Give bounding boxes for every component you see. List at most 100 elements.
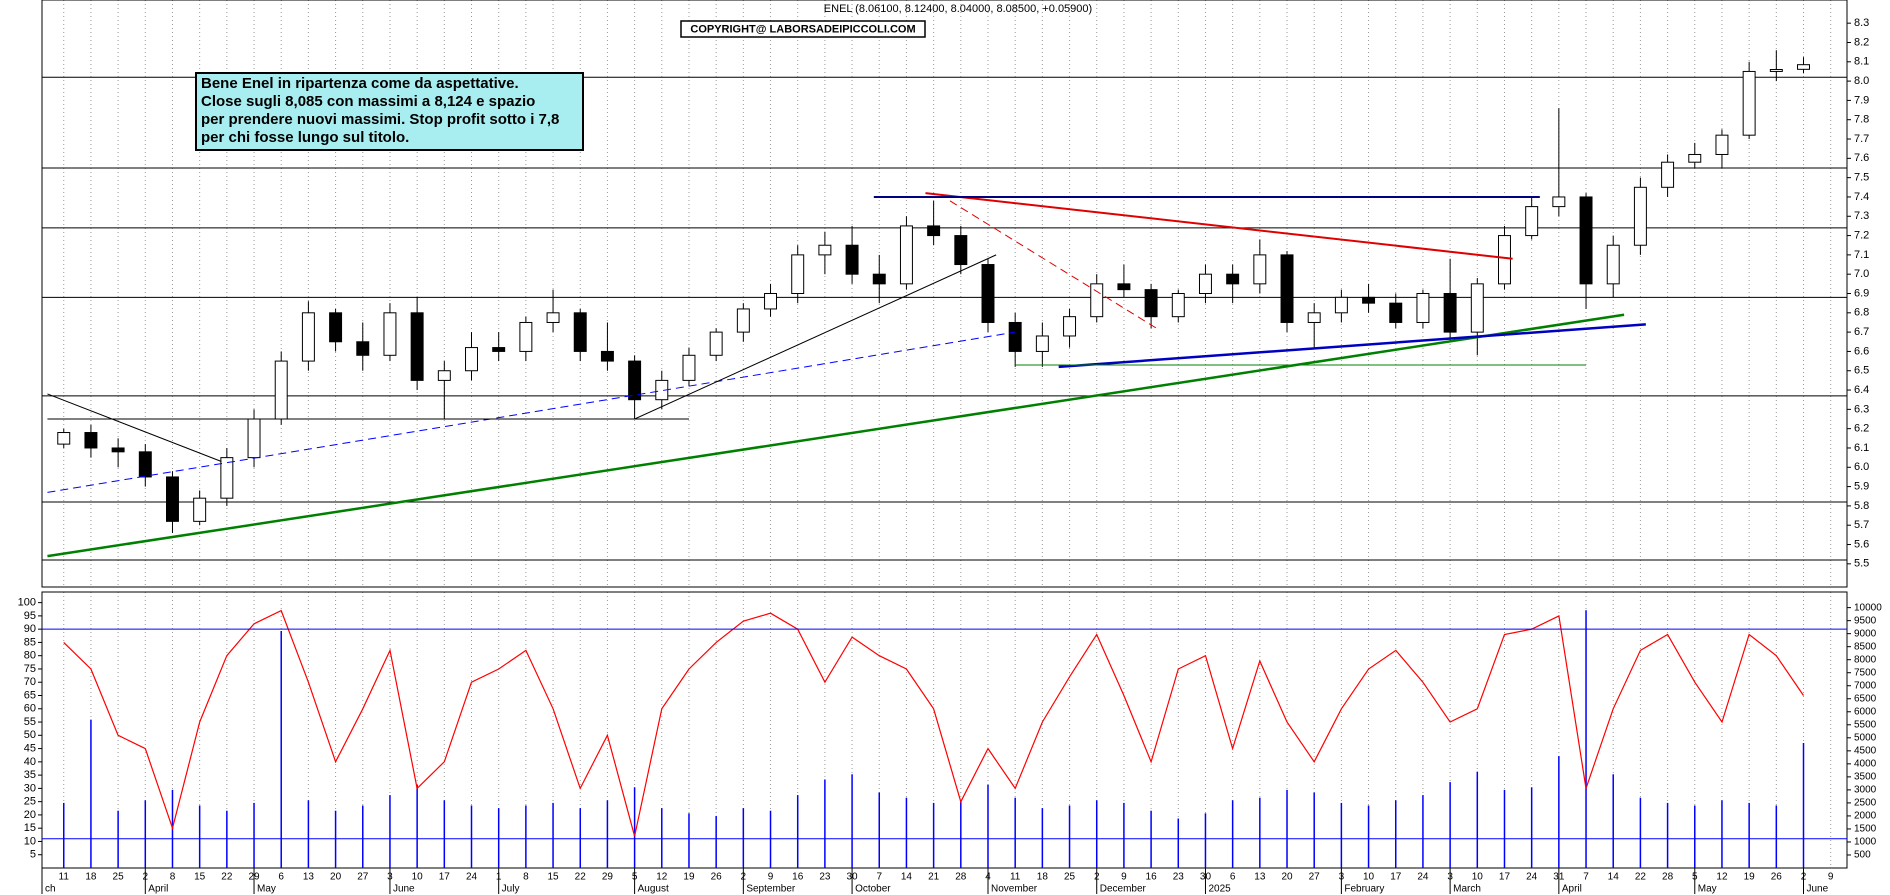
candle-body — [1552, 196, 1566, 208]
candle-body — [465, 347, 478, 372]
candle-body — [1525, 206, 1539, 237]
x-tick-label: 10 — [1363, 872, 1375, 883]
y-tick-label: 7.2 — [1854, 229, 1869, 241]
annotation-text: Bene Enel in ripartenza come da aspettat… — [201, 75, 519, 92]
x-tick-label: 15 — [194, 872, 206, 883]
candle-body — [573, 312, 587, 352]
y-tick-label: 8.0 — [1854, 75, 1869, 87]
y-tick-label: 60 — [24, 703, 36, 715]
candle-body — [1334, 296, 1348, 314]
y-tick-label: 75 — [24, 663, 36, 675]
y-tick-label: 85 — [24, 636, 36, 648]
y-tick-label: 55 — [24, 716, 36, 728]
month-label: April — [148, 884, 168, 895]
candle-body — [220, 457, 234, 499]
y-tick-label: 8.1 — [1854, 56, 1869, 68]
y2-tick-label: 5000 — [1854, 732, 1877, 743]
x-tick-label: 8 — [170, 872, 176, 883]
x-tick-label: 13 — [303, 872, 315, 883]
y-tick-label: 25 — [24, 796, 36, 808]
candle-body — [1742, 70, 1756, 136]
candle-body — [1117, 283, 1131, 291]
y2-tick-label: 4500 — [1854, 745, 1877, 756]
x-tick-label: 24 — [1526, 872, 1538, 883]
candle-body — [247, 418, 261, 459]
y2-tick-label: 2500 — [1854, 798, 1877, 809]
candle-body — [764, 293, 778, 310]
oscillator-line — [63, 609, 1804, 837]
y2-tick-label: 8500 — [1854, 641, 1877, 652]
month-label: December — [1100, 884, 1147, 895]
x-tick-label: 25 — [113, 872, 125, 883]
y-tick-label: 30 — [24, 782, 36, 794]
y-tick-label: 7.1 — [1854, 249, 1869, 261]
annotation-box — [195, 72, 584, 151]
x-tick-label: 14 — [901, 872, 913, 883]
y-tick-label: 5 — [30, 849, 36, 861]
y-tick-label: 8.3 — [1854, 17, 1869, 29]
month-label: May — [1698, 884, 1717, 895]
candle-body — [84, 432, 98, 449]
candle-body — [1144, 289, 1158, 318]
candle-body — [1769, 69, 1783, 72]
y2-tick-label: 1500 — [1854, 824, 1877, 835]
y2-tick-label: 10000 — [1854, 602, 1882, 613]
candle-body — [736, 308, 750, 333]
y2-tick-label: 4000 — [1854, 758, 1877, 769]
y-tick-label: 7.0 — [1854, 268, 1869, 280]
y-tick-label: 6.7 — [1854, 326, 1869, 338]
candle-body — [872, 273, 886, 285]
y2-tick-label: 5500 — [1854, 719, 1877, 730]
x-tick-label: 28 — [955, 872, 967, 883]
panel-frame — [41, 591, 1848, 869]
candle-body — [519, 321, 533, 352]
month-label: April — [1562, 884, 1582, 895]
x-tick-label: 9 — [768, 872, 774, 883]
x-tick-label: 12 — [1716, 872, 1728, 883]
x-tick-label: 23 — [1173, 872, 1185, 883]
x-tick-label: 18 — [1037, 872, 1049, 883]
y-tick-label: 5.5 — [1854, 558, 1869, 570]
y-tick-label: 90 — [24, 623, 36, 635]
candle-body — [709, 331, 723, 356]
x-tick-label: 13 — [1254, 872, 1266, 883]
candle-body — [1280, 254, 1294, 323]
x-tick-label: 9 — [1828, 872, 1834, 883]
x-tick-label: 22 — [221, 872, 233, 883]
x-tick-label: 6 — [278, 872, 284, 883]
annotation-text: per chi fosse lungo sul titolo. — [201, 129, 409, 146]
trendline — [47, 313, 1625, 558]
candle-body — [628, 360, 642, 401]
x-tick-label: 18 — [85, 872, 97, 883]
x-tick-label: 21 — [928, 872, 940, 883]
candle-body — [1688, 153, 1702, 163]
annotation-text: per prendere nuovi massimi. Stop profit … — [201, 111, 559, 128]
y2-tick-label: 7000 — [1854, 680, 1877, 691]
x-tick-label: 26 — [711, 872, 723, 883]
candle-body — [818, 244, 832, 256]
x-tick-label: 10 — [412, 872, 424, 883]
y-tick-label: 5.8 — [1854, 500, 1869, 512]
candle-body — [274, 360, 288, 420]
candle-body — [301, 312, 315, 362]
trendline — [949, 200, 1157, 329]
candle-body — [546, 312, 560, 323]
x-tick-label: 7 — [1583, 872, 1589, 883]
candle-body — [1253, 254, 1267, 285]
month-label: March — [1453, 884, 1481, 895]
candle-body — [682, 354, 696, 381]
y-tick-label: 7.9 — [1854, 94, 1869, 106]
y2-tick-label: 9000 — [1854, 628, 1877, 639]
candle-body — [383, 312, 397, 356]
y-tick-label: 50 — [24, 729, 36, 741]
candle-body — [899, 225, 913, 285]
y2-tick-label: 7500 — [1854, 667, 1877, 678]
y-tick-label: 40 — [24, 756, 36, 768]
candle-body — [1063, 316, 1077, 337]
candle-body — [193, 497, 207, 522]
y-tick-label: 35 — [24, 769, 36, 781]
y-tick-label: 80 — [24, 650, 36, 662]
x-tick-label: 27 — [1309, 872, 1321, 883]
x-tick-label: 20 — [1281, 872, 1293, 883]
